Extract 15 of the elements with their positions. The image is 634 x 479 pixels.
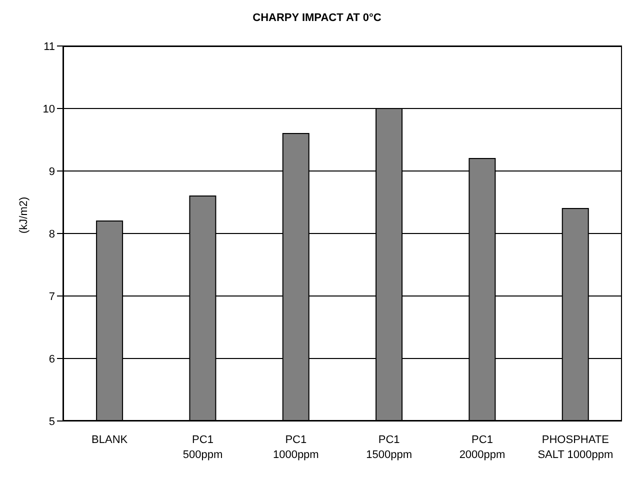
y-tick-label: 8 [48,228,55,240]
x-tick-label: PC1 1000ppm [272,434,319,461]
x-tick-label: PC1 500ppm [182,434,223,461]
x-tick-label: BLANK [92,434,128,446]
y-axis-title: (kJ/m2) [18,196,30,234]
chart-title: CHARPY IMPACT AT 0°C [252,12,382,24]
y-tick-label: 6 [48,353,55,366]
y-tick-label: 5 [48,416,55,428]
x-tick-label: PHOSPHATE SALT 1000ppm [538,434,614,461]
x-tick-label: PC1 2000ppm [459,434,506,461]
x-tick-label: PC1 1500ppm [366,434,412,461]
y-tick-label: 11 [44,40,55,53]
y-tick-label: 10 [42,103,55,116]
y-tick-label: 9 [48,166,55,178]
y-tick-label: 7 [48,290,55,303]
